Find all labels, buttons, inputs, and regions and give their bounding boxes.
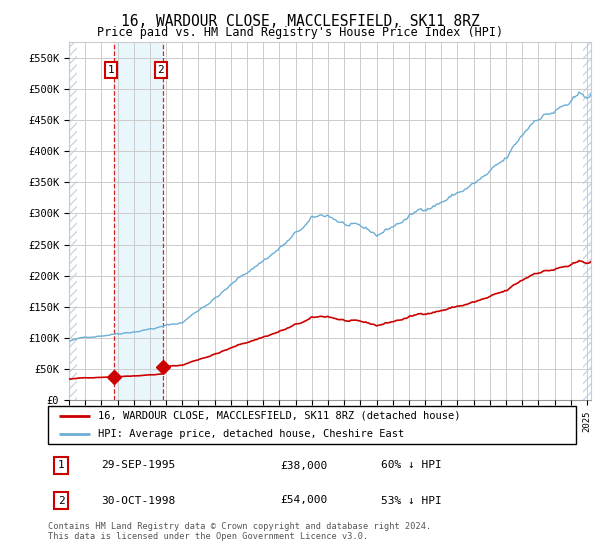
Text: HPI: Average price, detached house, Cheshire East: HPI: Average price, detached house, Ches… — [98, 430, 404, 439]
Bar — [113, 42, 163, 400]
Text: 2: 2 — [58, 496, 65, 506]
Text: Price paid vs. HM Land Registry's House Price Index (HPI): Price paid vs. HM Land Registry's House … — [97, 26, 503, 39]
Text: £54,000: £54,000 — [280, 496, 328, 506]
Text: 16, WARDOUR CLOSE, MACCLESFIELD, SK11 8RZ: 16, WARDOUR CLOSE, MACCLESFIELD, SK11 8R… — [121, 14, 479, 29]
Text: 2: 2 — [158, 65, 164, 75]
Text: 60% ↓ HPI: 60% ↓ HPI — [380, 460, 442, 470]
Text: 1: 1 — [58, 460, 65, 470]
Text: 53% ↓ HPI: 53% ↓ HPI — [380, 496, 442, 506]
Text: 1: 1 — [108, 65, 115, 75]
Text: 29-SEP-1995: 29-SEP-1995 — [101, 460, 175, 470]
Text: 30-OCT-1998: 30-OCT-1998 — [101, 496, 175, 506]
Text: 16, WARDOUR CLOSE, MACCLESFIELD, SK11 8RZ (detached house): 16, WARDOUR CLOSE, MACCLESFIELD, SK11 8R… — [98, 411, 461, 421]
Text: Contains HM Land Registry data © Crown copyright and database right 2024.
This d: Contains HM Land Registry data © Crown c… — [48, 522, 431, 542]
Text: £38,000: £38,000 — [280, 460, 328, 470]
